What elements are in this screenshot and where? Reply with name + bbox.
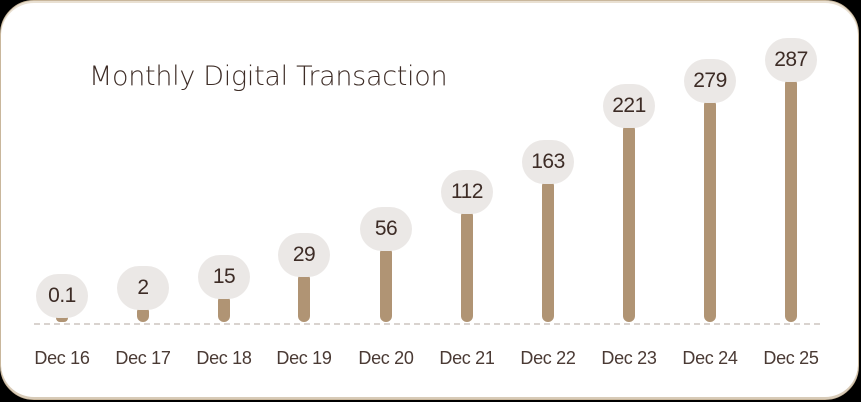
x-axis-label: Dec 24	[682, 348, 738, 368]
x-axis-label: Dec 17	[115, 348, 171, 368]
bar	[56, 314, 68, 322]
bar	[704, 99, 716, 322]
bar	[137, 306, 149, 322]
value-bubble: 221	[603, 84, 655, 128]
x-axis-label: Dec 25	[763, 348, 819, 368]
bar	[785, 78, 797, 322]
value-bubble: 15	[198, 255, 250, 299]
x-axis-label: Dec 16	[34, 348, 90, 368]
x-axis-label: Dec 22	[520, 348, 576, 368]
bar-column: 279	[680, 1, 740, 322]
value-bubble: 112	[441, 170, 493, 214]
value-bubble: 2	[117, 266, 169, 310]
value-bubble: 29	[278, 233, 330, 277]
bar-column: 15	[194, 1, 254, 322]
chart-title: Monthly Digital Transaction	[89, 61, 448, 92]
bar-column: 56	[356, 1, 416, 322]
bar	[298, 273, 310, 322]
bar	[542, 180, 554, 322]
value-bubble: 279	[684, 59, 736, 103]
value-bubble: 287	[765, 38, 817, 82]
bar-column: 29	[274, 1, 334, 322]
value-bubble: 0.1	[36, 274, 88, 318]
bar-column: 112	[437, 1, 497, 322]
bar	[461, 210, 473, 322]
value-bubble: 163	[522, 140, 574, 184]
x-axis-label: Dec 19	[276, 348, 332, 368]
x-axis-label: Dec 21	[439, 348, 495, 368]
chart-baseline	[34, 323, 820, 325]
bar	[218, 295, 230, 322]
bar	[623, 124, 635, 322]
bar-column: 221	[599, 1, 659, 322]
bar-column: 163	[518, 1, 578, 322]
x-axis-label: Dec 23	[601, 348, 657, 368]
bar-column: 287	[761, 1, 821, 322]
x-axis-label: Dec 18	[196, 348, 252, 368]
bar-column: 2	[113, 1, 173, 322]
bar-column: 0.1	[32, 1, 92, 322]
value-bubble: 56	[360, 207, 412, 251]
bar	[380, 247, 392, 322]
x-axis-label: Dec 20	[358, 348, 414, 368]
